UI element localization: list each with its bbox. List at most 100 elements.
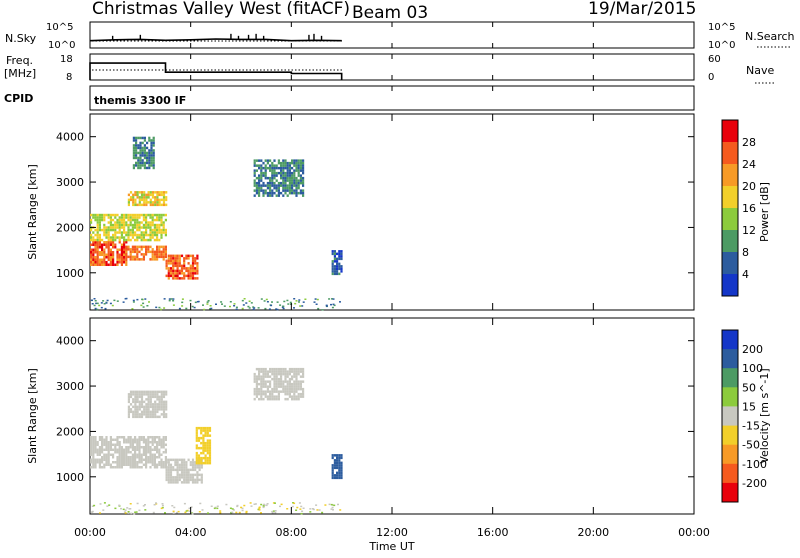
- velocity-cell: [258, 509, 261, 511]
- power-cell: [291, 161, 294, 165]
- velocity-cell: [101, 461, 104, 464]
- velocity-cell: [255, 377, 258, 381]
- velocity-cell: [112, 453, 115, 456]
- power-cell: [147, 250, 150, 254]
- velocity-cell: [112, 443, 115, 446]
- power-cell: [94, 246, 97, 249]
- velocity-cell: [302, 372, 305, 376]
- velocity-cell: [162, 466, 165, 469]
- power-cell: [131, 231, 134, 234]
- velocity-cell: [147, 415, 150, 419]
- power-cell: [103, 256, 106, 259]
- velocity-cell: [282, 367, 285, 371]
- freq-unit-label: [MHz]: [4, 67, 36, 80]
- velocity-cell: [197, 461, 201, 465]
- velocity-cell: [260, 385, 263, 388]
- velocity-cell: [331, 466, 334, 470]
- velocity-cell: [103, 438, 106, 441]
- velocity-cell: [208, 439, 212, 442]
- power-cell: [131, 223, 134, 227]
- power-cell: [156, 258, 159, 261]
- velocity-cell: [200, 476, 203, 479]
- power-cell: [147, 213, 150, 217]
- velocity-cell: [208, 461, 212, 465]
- power-cell: [253, 184, 256, 187]
- power-cell: [123, 218, 126, 222]
- power-cell: [123, 251, 126, 254]
- power-cell: [158, 218, 161, 222]
- velocity-cell: [204, 431, 207, 435]
- velocity-cell: [98, 436, 101, 439]
- power-cell: [164, 255, 167, 259]
- power-cell: [291, 186, 294, 190]
- power-cell: [105, 243, 108, 246]
- velocity-cell: [260, 390, 263, 393]
- velocity-cell: [293, 387, 296, 391]
- power-cell: [167, 269, 170, 273]
- power-cell: [187, 267, 190, 270]
- power-cell: [172, 272, 175, 275]
- power-cell: [109, 258, 112, 261]
- power-cell: [140, 248, 143, 251]
- velocity-cell: [264, 390, 267, 393]
- power-cell: [139, 136, 142, 140]
- power-cell: [136, 236, 139, 239]
- power-cell: [94, 251, 97, 254]
- velocity-cell: [174, 458, 177, 462]
- power-cell: [295, 181, 298, 185]
- power-cell: [118, 221, 121, 224]
- power-cell: [160, 253, 163, 256]
- power-cell: [114, 236, 117, 239]
- power-cell: [150, 154, 153, 157]
- power-cell: [129, 196, 133, 199]
- power-colorbar-swatch: [722, 120, 738, 143]
- velocity-cell: [266, 387, 269, 391]
- velocity-cell: [149, 453, 152, 456]
- power-cell: [129, 258, 132, 261]
- power-y-tick-label: 3000: [56, 176, 84, 189]
- velocity-cell: [165, 473, 168, 477]
- power-cell: [129, 223, 132, 227]
- velocity-cell: [265, 504, 268, 506]
- velocity-cell: [138, 393, 141, 396]
- velocity-cell: [140, 410, 144, 414]
- power-cell: [156, 223, 159, 227]
- velocity-cell: [202, 444, 205, 447]
- velocity-cell: [133, 512, 136, 515]
- velocity-cell: [101, 448, 104, 451]
- power-cell: [98, 233, 101, 237]
- velocity-cell: [291, 382, 294, 386]
- power-cell: [266, 194, 269, 197]
- power-cell: [103, 213, 106, 217]
- power-cell: [96, 223, 99, 227]
- velocity-cell: [147, 456, 150, 459]
- velocity-cell: [136, 410, 139, 414]
- power-cell: [273, 166, 276, 170]
- power-cell: [288, 169, 291, 172]
- velocity-cell: [94, 443, 97, 446]
- power-cell: [160, 191, 163, 194]
- velocity-cell: [136, 466, 139, 469]
- velocity-cell: [127, 408, 130, 411]
- power-cell: [142, 231, 145, 234]
- power-cell: [125, 258, 128, 261]
- power-cell: [118, 261, 121, 264]
- velocity-cell: [204, 444, 207, 447]
- power-cell: [109, 226, 112, 229]
- power-cell: [142, 213, 145, 217]
- velocity-cell: [258, 367, 261, 371]
- power-cell: [149, 226, 152, 229]
- power-cell: [92, 263, 95, 266]
- power-cell: [150, 146, 153, 150]
- power-cell: [293, 184, 296, 187]
- velocity-cell: [286, 372, 289, 376]
- velocity-cell: [195, 456, 198, 460]
- velocity-cell: [156, 443, 159, 446]
- velocity-cell: [284, 375, 287, 378]
- power-cell: [132, 144, 135, 147]
- power-cell: [125, 253, 128, 256]
- power-cell: [338, 252, 341, 256]
- power-cell: [273, 176, 276, 180]
- velocity-cell: [149, 456, 152, 459]
- power-cell: [107, 263, 110, 266]
